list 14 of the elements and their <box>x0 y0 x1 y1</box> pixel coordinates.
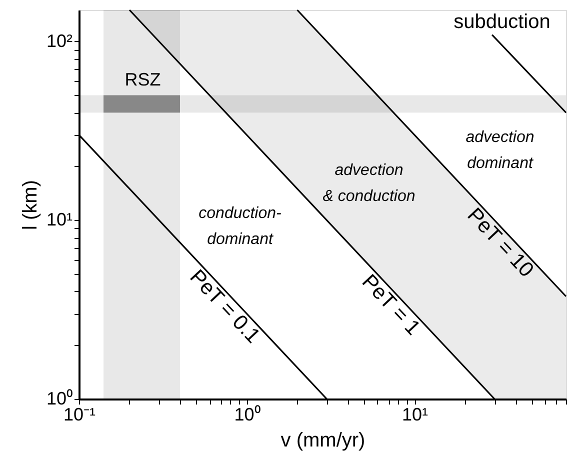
annotation: PeT = 0.1 <box>185 265 264 348</box>
annotation: advection dominant <box>466 129 534 172</box>
annotation: PeT = 1 <box>357 270 425 340</box>
annotation: PeT = 10 <box>462 204 538 282</box>
y-axis-title: l (km) <box>19 180 42 230</box>
y-tick-label: 10² <box>46 30 73 51</box>
x-axis-title: v (mm/yr) <box>280 430 366 452</box>
x-tick-label: 10¹ <box>402 404 428 424</box>
annotation: conduction- dominant <box>198 205 282 248</box>
x-tick-label: 10⁰ <box>234 404 260 424</box>
annotation: RSZ <box>124 69 161 90</box>
annotation: advection & conduction <box>322 162 416 205</box>
y-tick-label: 10¹ <box>46 210 73 230</box>
annotation: subduction <box>454 11 550 33</box>
